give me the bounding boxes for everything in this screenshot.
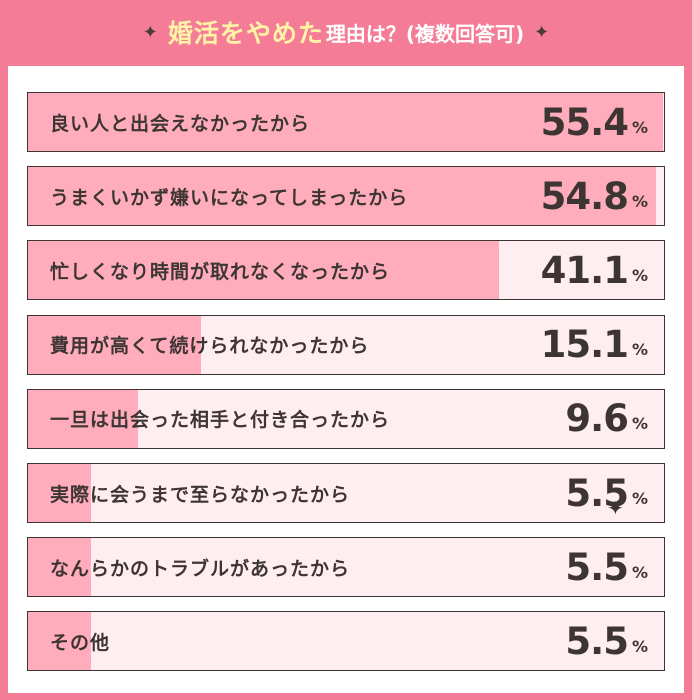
- bar: [28, 167, 657, 226]
- percent-unit: %: [631, 414, 648, 434]
- percent-unit: %: [631, 636, 648, 656]
- bar: [28, 241, 500, 300]
- data-label: 15.1%: [541, 316, 648, 374]
- bar-row: うまくいかず嫌いになってしまったから 54.8%: [27, 166, 665, 227]
- category-label: うまくいかず嫌いになってしまったから: [50, 186, 409, 209]
- chart-subtitle: 理由は？(複数回答可): [325, 21, 525, 46]
- chart-title: 婚活をやめた: [167, 19, 324, 48]
- data-label: 9.6%: [565, 390, 648, 448]
- percent-unit: %: [631, 117, 648, 137]
- category-label: 良い人と出会えなかったから: [50, 112, 311, 135]
- category-label: その他: [50, 631, 111, 654]
- bar-row: 一旦は出会った相手と付き合ったから 9.6%: [27, 388, 665, 449]
- category-label: なんらかのトラブルがあったから: [50, 557, 351, 580]
- bar-row: 忙しくなり時間が取れなくなったから 41.1%: [27, 240, 665, 301]
- data-label: 5.5%: [565, 612, 648, 670]
- bar-row: 良い人と出会えなかったから 55.4%: [27, 92, 665, 152]
- bar-row: その他 5.5%: [27, 611, 665, 672]
- sparkle-icon-right: ✦: [534, 21, 550, 43]
- data-label-value: 5.5: [565, 545, 629, 589]
- bar: [28, 612, 92, 671]
- data-label: 5.5%: [565, 464, 648, 522]
- category-label: 一旦は出会った相手と付き合ったから: [50, 409, 391, 432]
- bar: [28, 315, 202, 374]
- data-label: 5.5%: [565, 538, 648, 596]
- mouse-cursor-icon: ✦: [607, 496, 624, 520]
- data-label-value: 55.4: [540, 100, 629, 144]
- bar-row: 実際に会うまで至らなかったから 5.5%: [27, 463, 665, 523]
- bar: [28, 389, 139, 448]
- category-label: 忙しくなり時間が取れなくなったから: [50, 260, 391, 283]
- category-label: 費用が高くて続けられなかったから: [50, 335, 370, 358]
- bar: [28, 93, 663, 151]
- bar: [28, 464, 92, 522]
- percent-unit: %: [631, 340, 648, 360]
- percent-unit: %: [631, 562, 648, 582]
- data-label: 54.8%: [541, 167, 648, 225]
- data-label: 55.4%: [541, 93, 648, 151]
- percent-unit: %: [631, 265, 648, 285]
- data-label-value: 9.6: [565, 397, 629, 441]
- bar-row: 費用が高くて続けられなかったから 15.1%: [27, 314, 665, 375]
- bar-row: なんらかのトラブルがあったから 5.5%: [27, 537, 665, 598]
- percent-unit: %: [631, 191, 648, 211]
- data-label-value: 15.1: [540, 323, 629, 367]
- sparkle-icon-left: ✦: [142, 21, 158, 43]
- data-label-value: 5.5: [565, 471, 629, 515]
- data-label: 41.1%: [541, 241, 648, 299]
- percent-unit: %: [631, 488, 648, 508]
- data-label-value: 5.5: [565, 619, 629, 663]
- category-label: 実際に会うまで至らなかったから: [50, 483, 351, 506]
- chart-header: ✦ 婚活をやめた 理由は？(複数回答可) ✦: [0, 0, 692, 64]
- data-label-value: 54.8: [540, 174, 629, 218]
- bar: [28, 538, 92, 597]
- data-label-value: 41.1: [540, 248, 629, 292]
